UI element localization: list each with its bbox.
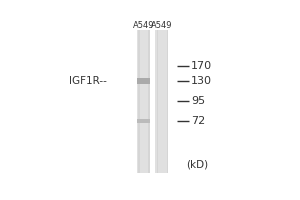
Bar [137,78,150,84]
Bar [137,30,150,173]
Text: 170: 170 [191,61,212,71]
Text: (kD): (kD) [186,159,208,169]
Bar [157,30,158,173]
Text: 95: 95 [191,96,205,106]
Text: A549: A549 [151,21,172,30]
Bar [167,30,168,173]
Text: A549: A549 [133,21,154,30]
Text: 72: 72 [191,116,205,126]
Text: 130: 130 [191,76,212,86]
Bar [155,30,168,173]
Bar [138,30,140,173]
Bar [148,30,150,173]
Text: IGF1R--: IGF1R-- [69,76,107,86]
Bar [137,119,150,123]
